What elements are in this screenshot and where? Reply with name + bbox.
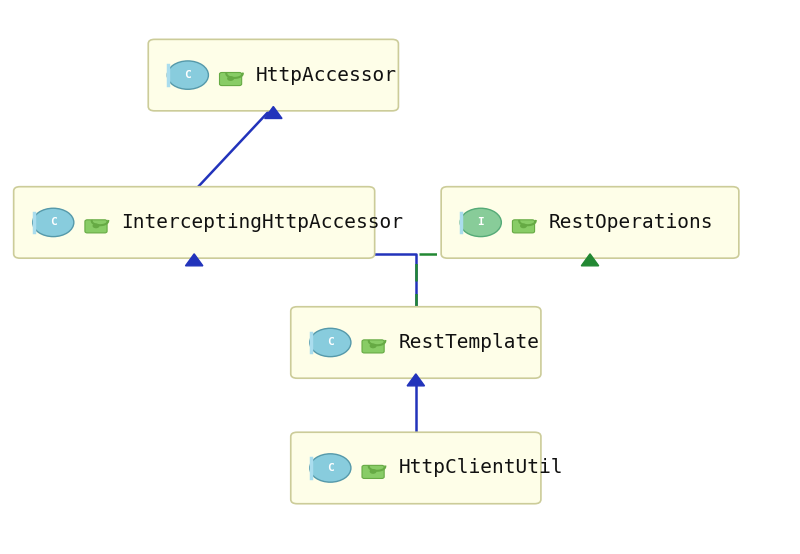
- Circle shape: [167, 61, 209, 89]
- FancyBboxPatch shape: [362, 465, 384, 479]
- Circle shape: [93, 223, 99, 228]
- Polygon shape: [265, 106, 282, 119]
- FancyBboxPatch shape: [14, 187, 374, 258]
- Text: C: C: [185, 70, 191, 80]
- Text: RestOperations: RestOperations: [549, 213, 714, 232]
- Circle shape: [310, 454, 351, 482]
- FancyBboxPatch shape: [148, 39, 398, 111]
- Circle shape: [460, 208, 502, 237]
- Polygon shape: [186, 254, 203, 266]
- Text: HttpClientUtil: HttpClientUtil: [398, 459, 563, 478]
- Text: RestTemplate: RestTemplate: [398, 333, 539, 352]
- FancyBboxPatch shape: [85, 220, 107, 233]
- Polygon shape: [407, 374, 425, 386]
- Text: C: C: [50, 217, 57, 228]
- Circle shape: [370, 343, 377, 348]
- FancyBboxPatch shape: [290, 307, 541, 378]
- Circle shape: [370, 469, 377, 474]
- Text: InterceptingHttpAccessor: InterceptingHttpAccessor: [122, 213, 403, 232]
- Circle shape: [520, 223, 527, 228]
- FancyBboxPatch shape: [362, 340, 384, 353]
- FancyBboxPatch shape: [219, 73, 242, 85]
- Text: HttpAccessor: HttpAccessor: [256, 65, 397, 85]
- Circle shape: [310, 329, 351, 357]
- Polygon shape: [582, 254, 598, 266]
- FancyBboxPatch shape: [441, 187, 739, 258]
- Circle shape: [227, 76, 234, 81]
- Text: C: C: [327, 463, 334, 473]
- Circle shape: [33, 208, 74, 237]
- Text: I: I: [478, 217, 484, 228]
- Text: C: C: [327, 337, 334, 347]
- FancyBboxPatch shape: [513, 220, 534, 233]
- FancyBboxPatch shape: [290, 432, 541, 504]
